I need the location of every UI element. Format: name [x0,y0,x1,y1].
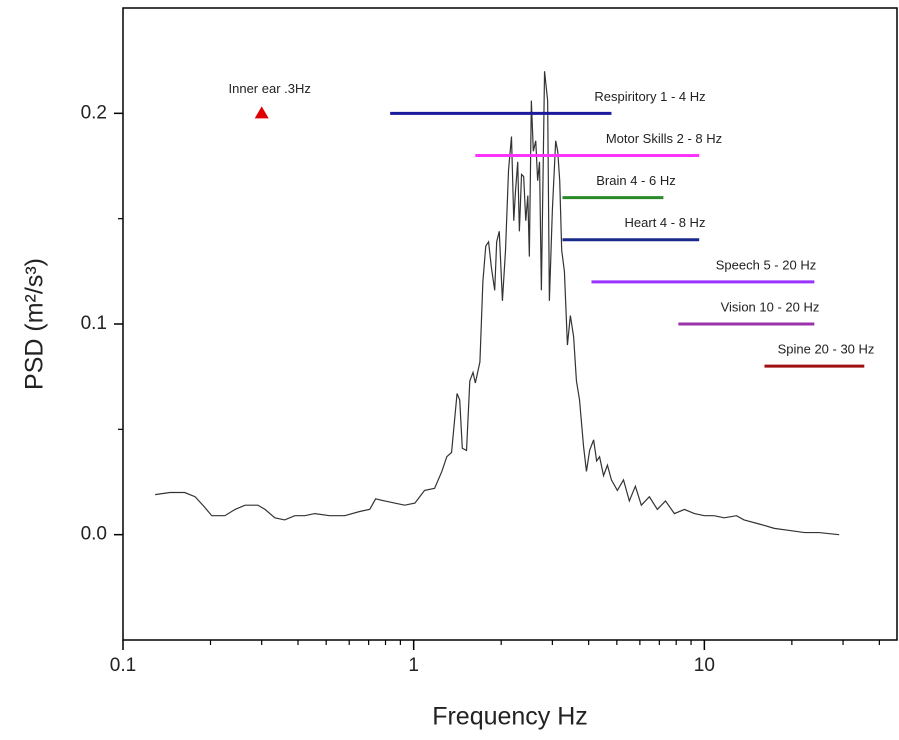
y-axis-title: PSD (m²/s³) [21,258,49,390]
x-tick-label: 10 [694,655,715,676]
band-label: Heart 4 - 8 Hz [625,215,706,230]
marker-label: Inner ear .3Hz [229,81,311,96]
band-label: Vision 10 - 20 Hz [721,299,820,314]
x-axis-title: Frequency Hz [432,703,588,731]
marker [254,106,269,119]
y-tick-label: 0.0 [81,524,107,545]
y-tick-label: 0.2 [81,102,107,123]
psd-line [155,71,840,536]
band-label: Speech 5 - 20 Hz [716,257,816,272]
y-tick-label: 0.1 [81,313,107,334]
band-label: Brain 4 - 6 Hz [596,173,675,188]
x-tick-label: 1 [408,655,419,676]
band-label: Respiritory 1 - 4 Hz [594,89,705,104]
x-tick-label: 0.1 [110,655,136,676]
band-label: Spine 20 - 30 Hz [778,342,875,357]
band-label: Motor Skills 2 - 8 Hz [606,131,722,146]
